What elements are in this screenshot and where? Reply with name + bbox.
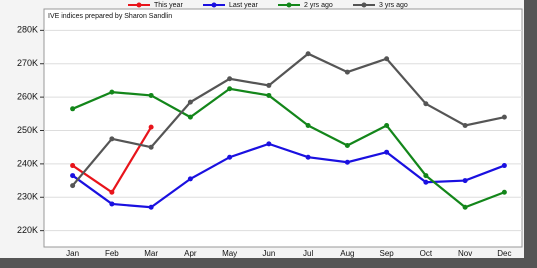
legend-marker [212,3,217,8]
data-point [109,90,114,95]
chart: IVE indices prepared by Sharon Sandlin 2… [0,0,537,268]
plot-area [44,9,522,247]
data-point [463,178,468,183]
x-tick-label: Nov [458,249,472,258]
x-tick-label: Dec [497,249,511,258]
data-point [423,173,428,178]
data-point [423,101,428,106]
subtitle: IVE indices prepared by Sharon Sandlin [48,13,172,20]
x-tick-label: Jan [66,249,79,258]
data-point [306,123,311,128]
data-point [70,106,75,111]
x-tick-label: Aug [340,249,354,258]
data-point [502,190,507,195]
data-point [502,115,507,120]
data-point [70,183,75,188]
data-point [188,115,193,120]
legend-marker [137,3,142,8]
data-point [463,205,468,210]
data-point [306,51,311,56]
data-point [463,123,468,128]
data-point [266,93,271,98]
frame [0,258,537,268]
data-point [345,143,350,148]
x-tick-label: Apr [184,249,197,258]
data-point [109,190,114,195]
data-point [227,76,232,81]
data-point [149,125,154,130]
legend-label: Last year [229,2,258,9]
legend-label: This year [154,2,183,9]
legend-label: 2 yrs ago [304,2,333,9]
data-point [227,155,232,160]
x-tick-label: Oct [420,249,433,258]
data-point [109,136,114,141]
data-point [423,180,428,185]
data-point [384,150,389,155]
y-tick-label: 260K [17,91,38,101]
y-tick-label: 230K [17,192,38,202]
x-tick-label: Feb [105,249,119,258]
data-point [384,123,389,128]
data-point [149,93,154,98]
y-tick-label: 280K [17,25,38,35]
data-point [188,100,193,105]
data-point [109,201,114,206]
y-tick-label: 220K [17,225,38,235]
data-point [70,173,75,178]
x-tick-label: Jul [303,249,313,258]
data-point [188,176,193,181]
legend-marker [362,3,367,8]
legend-marker [287,3,292,8]
y-tick-label: 270K [17,58,38,68]
data-point [502,163,507,168]
legend-label: 3 yrs ago [379,2,408,9]
data-point [149,205,154,210]
data-point [345,160,350,165]
x-tick-label: May [222,249,237,258]
x-tick-label: Sep [380,249,395,258]
y-tick-label: 250K [17,125,38,135]
x-tick-label: Mar [144,249,158,258]
data-point [384,56,389,61]
data-point [306,155,311,160]
data-point [149,145,154,150]
data-point [227,86,232,91]
y-tick-label: 240K [17,158,38,168]
data-point [266,141,271,146]
x-tick-label: Jun [262,249,275,258]
frame [524,0,537,268]
data-point [70,163,75,168]
data-point [266,83,271,88]
data-point [345,70,350,75]
